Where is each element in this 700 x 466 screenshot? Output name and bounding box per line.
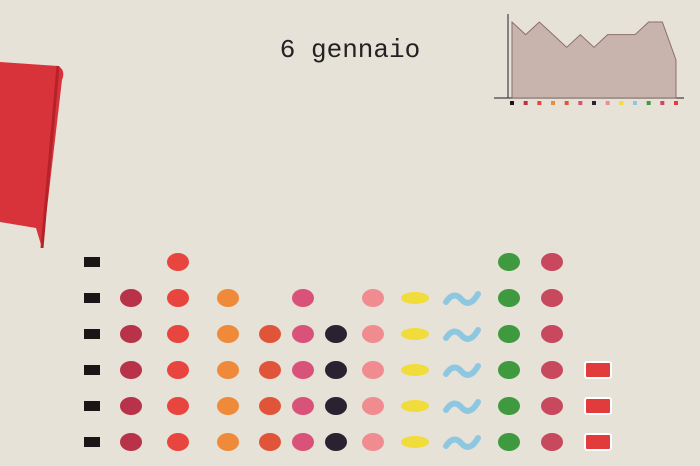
candy <box>167 325 189 343</box>
candy <box>292 397 314 415</box>
chart-title: 6 gennaio <box>280 35 420 65</box>
candy <box>362 289 384 307</box>
candy-column <box>84 257 100 447</box>
candy <box>325 433 347 451</box>
candy <box>401 400 429 412</box>
candy <box>167 253 189 271</box>
candy <box>401 328 429 340</box>
candy <box>498 361 520 379</box>
candy <box>498 325 520 343</box>
inset-icon <box>605 101 610 105</box>
candy <box>84 401 100 411</box>
candy <box>362 361 384 379</box>
candy <box>362 433 384 451</box>
candy <box>443 363 481 378</box>
candy <box>120 397 142 415</box>
candy-column <box>584 361 612 451</box>
candy <box>325 325 347 343</box>
candy-column <box>362 289 384 451</box>
candy <box>120 289 142 307</box>
inset-icon <box>564 101 569 105</box>
candy <box>167 433 189 451</box>
candy <box>217 361 239 379</box>
inset-icon <box>537 101 542 105</box>
candy <box>443 327 481 342</box>
candy <box>443 399 481 414</box>
candy <box>84 257 100 267</box>
candy-column <box>120 289 142 451</box>
candy <box>541 433 563 451</box>
candy-column <box>498 253 520 451</box>
candy <box>84 365 100 375</box>
candy <box>84 437 100 447</box>
candy <box>84 293 100 303</box>
candy <box>292 325 314 343</box>
candy <box>292 361 314 379</box>
candy <box>217 289 239 307</box>
candy <box>498 397 520 415</box>
candy <box>167 397 189 415</box>
candy <box>584 397 612 415</box>
candy <box>84 329 100 339</box>
candy <box>498 289 520 307</box>
candy <box>217 397 239 415</box>
candy <box>325 361 347 379</box>
candy <box>541 253 563 271</box>
candy <box>120 325 142 343</box>
candy <box>259 397 281 415</box>
candy <box>292 433 314 451</box>
candy <box>120 433 142 451</box>
candy-columns <box>84 253 612 451</box>
candy <box>584 433 612 451</box>
candy <box>120 361 142 379</box>
inset-icon <box>660 101 665 105</box>
pouch-edge <box>40 65 60 249</box>
candy <box>541 397 563 415</box>
candy <box>325 397 347 415</box>
candy <box>541 361 563 379</box>
inset-icon <box>510 101 514 105</box>
candy-column <box>541 253 563 451</box>
candy-column <box>167 253 189 451</box>
candy <box>498 253 520 271</box>
candy <box>584 361 612 379</box>
candy <box>167 361 189 379</box>
candy <box>167 289 189 307</box>
candy-column <box>401 292 429 448</box>
candy <box>217 433 239 451</box>
inset-icon <box>674 101 678 105</box>
candy <box>217 325 239 343</box>
candy <box>292 289 314 307</box>
inset-icon <box>633 101 637 105</box>
candy-column <box>443 291 481 450</box>
candy <box>541 289 563 307</box>
candy <box>259 325 281 343</box>
inset-icon <box>523 101 528 105</box>
inset-icon <box>578 101 583 105</box>
candy <box>443 435 481 450</box>
candy <box>401 292 429 304</box>
candy <box>401 364 429 376</box>
candy <box>541 325 563 343</box>
candy-column <box>292 289 314 451</box>
inset-icon <box>551 101 555 105</box>
inset-chart <box>494 14 684 105</box>
candy <box>401 436 429 448</box>
candy <box>362 397 384 415</box>
candy-column <box>325 325 347 451</box>
candy-column <box>217 289 239 451</box>
candy <box>259 433 281 451</box>
inset-icon <box>646 101 651 105</box>
inset-icon <box>592 101 596 105</box>
candy <box>259 361 281 379</box>
candy <box>498 433 520 451</box>
candy <box>443 291 481 306</box>
candy-column <box>259 325 281 451</box>
candy <box>362 325 384 343</box>
inset-icon <box>619 101 624 105</box>
inset-area <box>511 20 677 99</box>
